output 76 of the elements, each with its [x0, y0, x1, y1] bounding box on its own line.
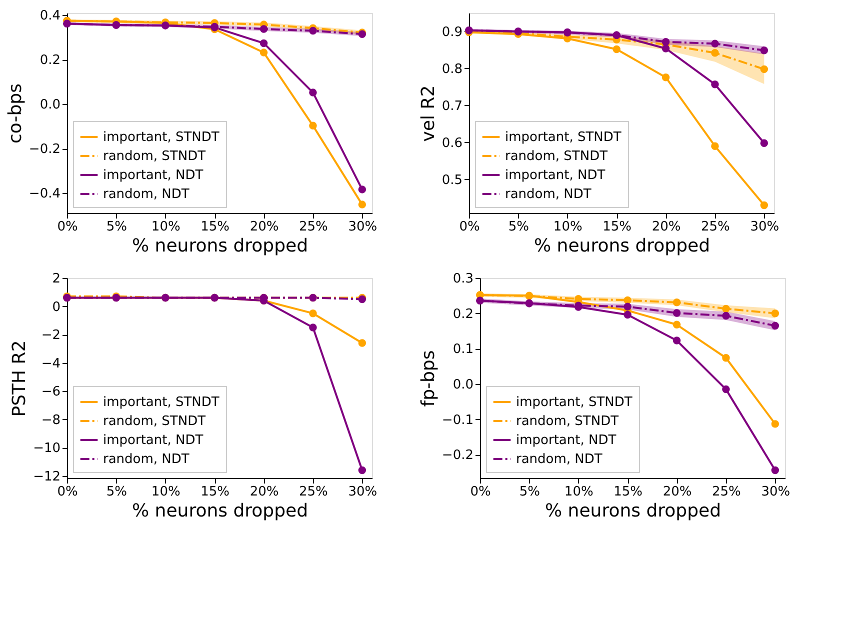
y-tick-label: −0.1 [442, 412, 474, 428]
x-tick-label: 5% [508, 220, 530, 234]
x-tick-label: 30% [750, 220, 780, 234]
y-tick-label: 0.2 [40, 53, 60, 68]
y-tick-label: −4 [41, 356, 60, 372]
legend-label: random, STNDT [103, 414, 206, 429]
x-tick-label: 20% [652, 220, 681, 234]
y-tick-label: 0.3 [452, 272, 474, 286]
x-tick-label: 20% [662, 484, 692, 500]
y-tick-label: −2 [41, 328, 60, 344]
legend-label: important, NDT [103, 168, 204, 183]
legend-label: important, NDT [505, 168, 606, 183]
x-tick-label: 15% [200, 220, 230, 234]
y-tick-label: −8 [41, 412, 60, 428]
y-tick-label: 0.5 [442, 172, 462, 188]
x-axis-title: % neurons dropped [132, 236, 308, 256]
x-tick-label: 25% [701, 220, 730, 234]
legend-label: random, NDT [505, 187, 592, 202]
y-tick-label: −0.2 [442, 448, 474, 464]
y-axis-title: fp-bps [418, 350, 439, 407]
x-tick-label: 10% [553, 220, 582, 234]
x-tick-label: 0% [57, 484, 78, 500]
legend-label: random, STNDT [505, 149, 608, 164]
y-tick-label: 0 [52, 300, 60, 315]
x-tick-label: 5% [106, 220, 128, 234]
y-axis-title: co-bps [4, 84, 26, 144]
y-tick-label: 0.4 [40, 8, 60, 24]
x-tick-label: 15% [200, 484, 230, 500]
legend-label: random, STNDT [103, 149, 206, 164]
y-tick-label: 0.0 [452, 378, 474, 393]
x-tick-label: 10% [564, 484, 594, 500]
x-tick-label: 5% [106, 484, 128, 500]
y-tick-label: 0.0 [40, 98, 60, 113]
legend-label: important, STNDT [516, 395, 632, 410]
x-tick-label: 30% [348, 484, 378, 500]
x-tick-label: 30% [348, 220, 378, 234]
y-tick-label: −12 [33, 469, 60, 484]
x-tick-label: 0% [57, 220, 78, 234]
x-tick-label: 25% [299, 484, 328, 500]
legend-label: random, NDT [103, 187, 190, 202]
y-tick-label: 2 [52, 272, 60, 286]
x-tick-label: 20% [250, 220, 279, 234]
y-tick-label: 0.7 [442, 98, 462, 114]
legend-label: important, STNDT [103, 395, 220, 410]
x-axis-title: % neurons dropped [544, 500, 722, 522]
x-tick-label: 20% [250, 484, 279, 500]
x-tick-label: 10% [151, 484, 180, 500]
legend-label: important, NDT [516, 433, 616, 448]
y-axis-title: vel R2 [418, 85, 439, 142]
x-tick-label: 25% [712, 484, 741, 500]
y-axis-title: PSTH R2 [9, 340, 30, 417]
x-tick-label: 30% [761, 484, 790, 500]
legend-label: important, NDT [103, 433, 204, 448]
y-tick-label: −0.2 [28, 142, 60, 158]
y-tick-label: −6 [41, 384, 60, 400]
x-tick-label: 15% [614, 484, 643, 500]
x-axis-title: % neurons dropped [534, 236, 710, 256]
y-tick-label: 0.9 [442, 24, 462, 40]
y-tick-label: 0.8 [442, 62, 462, 77]
x-tick-label: 0% [459, 220, 480, 234]
y-tick-label: 0.1 [452, 342, 474, 358]
x-tick-label: 15% [602, 220, 632, 234]
x-tick-label: 25% [299, 220, 328, 234]
legend-label: important, STNDT [103, 130, 220, 145]
legend-label: important, STNDT [505, 130, 622, 145]
y-tick-label: 0.6 [442, 136, 462, 151]
legend-label: random, NDT [103, 452, 190, 467]
y-tick-label: −10 [33, 441, 60, 456]
x-axis-title: % neurons dropped [132, 500, 308, 522]
y-tick-label: 0.2 [452, 306, 474, 322]
x-tick-label: 10% [151, 220, 180, 234]
y-tick-label: −0.4 [28, 186, 60, 202]
x-tick-label: 5% [519, 484, 540, 500]
legend-label: random, NDT [516, 452, 602, 467]
x-tick-label: 0% [470, 484, 491, 500]
legend-label: random, STNDT [516, 414, 619, 429]
